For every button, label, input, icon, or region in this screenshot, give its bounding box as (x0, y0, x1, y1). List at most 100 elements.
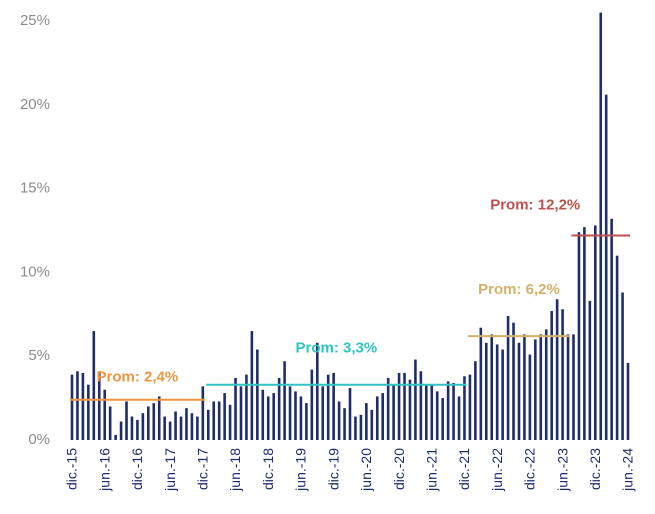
bar (97, 371, 101, 440)
x-tick-label: jun.-20 (358, 448, 374, 492)
x-tick-label: jun.-22 (489, 448, 505, 492)
bar (261, 389, 265, 440)
bar (495, 344, 499, 440)
bar (490, 334, 494, 440)
bar (457, 396, 461, 440)
bar (321, 386, 325, 440)
bar (604, 94, 608, 440)
bar (392, 384, 395, 440)
bar (125, 401, 128, 440)
bar (337, 401, 341, 440)
average-label: Prom: 3,3% (296, 340, 378, 357)
bar (217, 401, 221, 440)
y-tick-label: 10% (20, 263, 50, 280)
bar (239, 386, 243, 440)
bar (185, 408, 188, 440)
bar (332, 372, 335, 440)
bar (92, 331, 96, 440)
bar (566, 334, 570, 440)
bar (119, 421, 123, 440)
bar (593, 225, 597, 440)
bar (555, 299, 559, 440)
bar (474, 361, 477, 440)
bar (305, 403, 308, 440)
bar (435, 391, 439, 440)
bar (163, 416, 166, 440)
bar (256, 349, 259, 440)
bar (381, 393, 385, 440)
bar (147, 406, 150, 440)
bar (610, 218, 613, 440)
bar (277, 377, 281, 440)
x-tick-label: jun.-17 (162, 448, 178, 492)
bar (343, 408, 346, 440)
x-tick-label: jun.-21 (423, 448, 439, 492)
bar (326, 374, 330, 440)
bar (446, 381, 450, 440)
bar (136, 419, 139, 440)
bar (76, 371, 79, 440)
bar (479, 327, 483, 440)
bar (299, 396, 303, 440)
bar (168, 421, 172, 440)
bar (414, 359, 417, 440)
y-tick-label: 20% (20, 96, 50, 113)
bar (310, 369, 314, 440)
bar (463, 376, 466, 440)
bar (441, 398, 444, 440)
x-tick-label: dic.-17 (195, 448, 211, 490)
bar (365, 403, 368, 440)
bar (528, 354, 532, 440)
bar (87, 384, 90, 440)
bar (234, 377, 237, 440)
bar (283, 361, 286, 440)
bar (419, 371, 423, 440)
bar (114, 434, 117, 440)
y-tick-label: 25% (20, 12, 50, 29)
bar (539, 334, 543, 440)
bar (272, 393, 275, 440)
bar (501, 349, 504, 440)
bar (468, 374, 472, 440)
bar (70, 374, 74, 440)
bar (588, 300, 592, 440)
y-tick-label: 0% (28, 431, 50, 448)
bar (288, 386, 292, 440)
bar (196, 416, 199, 440)
bar (452, 383, 455, 440)
bar (425, 384, 428, 440)
bar (228, 404, 232, 440)
bar (179, 416, 183, 440)
bar (157, 396, 161, 440)
bar (550, 310, 553, 440)
bar (626, 362, 630, 440)
y-tick-label: 15% (20, 180, 50, 197)
bar (190, 413, 194, 440)
bar (201, 386, 205, 440)
bar (266, 396, 270, 440)
bar (403, 372, 406, 440)
average-label: Prom: 12,2% (490, 196, 580, 213)
bar (544, 329, 548, 440)
bar (108, 406, 112, 440)
bar (206, 409, 210, 440)
x-tick-label: dic.-18 (260, 448, 276, 490)
average-label: Prom: 2,4% (97, 369, 179, 386)
bar (359, 414, 363, 440)
bar (506, 315, 510, 440)
bar (523, 334, 526, 440)
bar (583, 227, 586, 440)
bar (152, 403, 156, 440)
bar (223, 393, 226, 440)
bar (370, 409, 374, 440)
x-tick-label: dic.-15 (64, 448, 80, 490)
bar (512, 322, 515, 440)
bar (599, 12, 603, 441)
bar (561, 309, 564, 440)
bar (397, 372, 401, 440)
bar (294, 391, 297, 440)
bar (141, 413, 145, 440)
bar (174, 411, 177, 440)
bar (408, 379, 412, 440)
